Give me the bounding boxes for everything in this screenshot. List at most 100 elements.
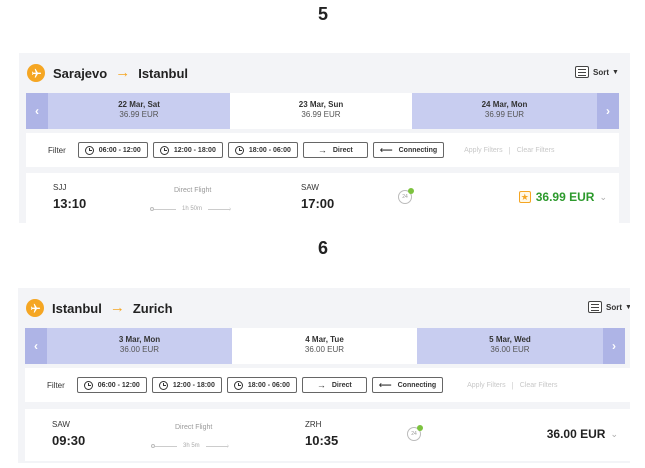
- date-next-arrow[interactable]: ›: [603, 328, 625, 364]
- date-label: 23 Mar, Sun: [298, 100, 344, 109]
- arrival-time: 10:35: [305, 433, 339, 448]
- flight-panel: Sarajevo → Istanbul Sort ▼ ‹ 22 Mar, Sat…: [19, 53, 630, 223]
- route-arrow-icon: →: [109, 298, 125, 316]
- departure-time: 13:10: [53, 196, 87, 211]
- flight-duration: 1h 50m: [182, 206, 203, 212]
- date-tab-selected[interactable]: 23 Mar, Sun 36.99 EUR: [230, 93, 412, 129]
- departure-airport-code: SJJ: [53, 183, 67, 192]
- sort-label: Sort: [593, 67, 609, 77]
- date-price: 36.99 EUR: [484, 110, 525, 119]
- duration-start-dot: [151, 444, 155, 448]
- chip-label: Direct: [332, 146, 353, 154]
- filter-direct-chip[interactable]: → Direct: [301, 377, 367, 393]
- filter-afternoon-chip[interactable]: 12:00 - 18:00: [152, 142, 223, 158]
- filter-afternoon-chip[interactable]: 12:00 - 18:00: [151, 377, 222, 393]
- arrow-head-icon: ›: [226, 442, 230, 450]
- chevron-left-icon: ‹: [35, 104, 39, 118]
- filter-morning-chip[interactable]: 06:00 - 12:00: [77, 142, 148, 158]
- 24-hour-badge-icon: 24: [407, 425, 423, 441]
- filter-direct-chip[interactable]: → Direct: [302, 142, 368, 158]
- flight-row[interactable]: SAW 09:30 Direct Flight 3h 5m › ZRH 10:3…: [25, 409, 630, 461]
- date-tab[interactable]: 24 Mar, Mon 36.99 EUR: [412, 93, 597, 129]
- date-label: 3 Mar, Mon: [118, 335, 161, 344]
- price-block[interactable]: ★ 36.99 EUR ⌄: [518, 190, 607, 204]
- route-origin: Sarajevo: [53, 65, 108, 81]
- clock-icon: [84, 145, 94, 155]
- date-tab-selected[interactable]: 4 Mar, Tue 36.00 EUR: [232, 328, 417, 364]
- chevron-down-icon: ⌄: [599, 191, 607, 202]
- chip-label: Connecting: [398, 146, 438, 154]
- date-price: 36.99 EUR: [301, 110, 341, 119]
- sort-button[interactable]: Sort ▼: [575, 66, 619, 78]
- chip-label: 18:00 - 06:00: [248, 146, 291, 154]
- date-prev-arrow[interactable]: ‹: [25, 328, 47, 364]
- date-label: 4 Mar, Tue: [305, 335, 344, 344]
- panel-header: Sarajevo → Istanbul Sort ▼: [19, 53, 630, 93]
- plane-icon: [26, 299, 44, 317]
- clock-icon: [159, 145, 169, 155]
- connecting-icon: ⟵: [378, 379, 392, 390]
- date-tab[interactable]: 5 Mar, Wed 36.00 EUR: [417, 328, 603, 364]
- clock-icon: [234, 145, 244, 155]
- chevron-right-icon: ›: [612, 339, 616, 353]
- list-sort-icon: [588, 301, 602, 313]
- date-prev-arrow[interactable]: ‹: [26, 93, 48, 129]
- filter-evening-chip[interactable]: 18:00 - 06:00: [226, 377, 297, 393]
- filter-morning-chip[interactable]: 06:00 - 12:00: [76, 377, 147, 393]
- flight-price: 36.99 EUR: [535, 190, 595, 204]
- apply-filters-button[interactable]: Apply Filters: [464, 146, 503, 154]
- flight-type: Direct Flight: [175, 424, 213, 431]
- arrival-time: 17:00: [301, 196, 335, 211]
- duration-segment: [208, 208, 231, 210]
- check-icon: [417, 425, 423, 431]
- check-icon: [408, 188, 414, 194]
- sort-button[interactable]: Sort ▼: [588, 301, 630, 313]
- date-tab[interactable]: 3 Mar, Mon 36.00 EUR: [47, 328, 232, 364]
- chip-label: 06:00 - 12:00: [97, 381, 140, 389]
- connecting-icon: ⟵: [379, 144, 393, 155]
- duration-start-dot: [150, 207, 154, 211]
- flight-row[interactable]: SJJ 13:10 Direct Flight 1h 50m › SAW 17:…: [26, 173, 619, 223]
- route-arrow-icon: →: [115, 63, 131, 81]
- duration-segment: [154, 208, 176, 210]
- date-next-arrow[interactable]: ›: [597, 93, 619, 129]
- sort-label: Sort: [606, 302, 622, 312]
- filter-separator: |: [508, 145, 511, 155]
- clear-filters-button[interactable]: Clear Filters: [519, 381, 558, 389]
- step-number: 5: [317, 4, 328, 24]
- date-label: 24 Mar, Mon: [481, 100, 528, 109]
- apply-filters-button[interactable]: Apply Filters: [467, 381, 506, 389]
- duration-line: 1h 50m ›: [150, 205, 231, 213]
- chip-label: Connecting: [397, 381, 437, 389]
- list-sort-icon: [575, 66, 589, 78]
- flight-panel: Istanbul → Zurich Sort ▼ ‹ 3 Mar, Mon 36…: [18, 288, 630, 463]
- chip-label: 18:00 - 06:00: [247, 381, 290, 389]
- chevron-left-icon: ‹: [34, 339, 38, 353]
- clock-icon: [233, 380, 243, 390]
- departure-time: 09:30: [52, 433, 86, 448]
- date-selector: ‹ 3 Mar, Mon 36.00 EUR 4 Mar, Tue 36.00 …: [25, 328, 630, 364]
- price-block[interactable]: 36.00 EUR ⌄: [547, 427, 618, 441]
- chip-label: 06:00 - 12:00: [98, 146, 141, 154]
- clock-icon: [83, 380, 93, 390]
- chevron-right-icon: ›: [606, 104, 610, 118]
- chevron-down-icon: ▼: [612, 68, 619, 76]
- step-number: 6: [317, 238, 328, 258]
- filter-connecting-chip[interactable]: ⟵ Connecting: [372, 142, 445, 158]
- date-price: 36.00 EUR: [119, 345, 160, 354]
- flight-price: 36.00 EUR: [546, 427, 606, 441]
- arrival-airport-code: ZRH: [305, 420, 322, 429]
- arrival-airport-code: SAW: [301, 183, 319, 192]
- duration-segment: [205, 445, 228, 447]
- filter-bar: Filter 06:00 - 12:00 12:00 - 18:00 18:00…: [25, 368, 630, 402]
- flight-type: Direct Flight: [174, 187, 212, 194]
- panel-header: Istanbul → Zurich Sort ▼: [18, 288, 630, 328]
- filter-connecting-chip[interactable]: ⟵ Connecting: [371, 377, 444, 393]
- date-tab[interactable]: 22 Mar, Sat 36.99 EUR: [48, 93, 230, 129]
- flight-duration: 3h 5m: [183, 443, 200, 449]
- filter-evening-chip[interactable]: 18:00 - 06:00: [227, 142, 298, 158]
- filter-label: Filter: [47, 380, 65, 390]
- filter-bar: Filter 06:00 - 12:00 12:00 - 18:00 18:00…: [26, 133, 619, 167]
- clear-filters-button[interactable]: Clear Filters: [516, 146, 555, 154]
- badge-label: 24: [411, 431, 417, 437]
